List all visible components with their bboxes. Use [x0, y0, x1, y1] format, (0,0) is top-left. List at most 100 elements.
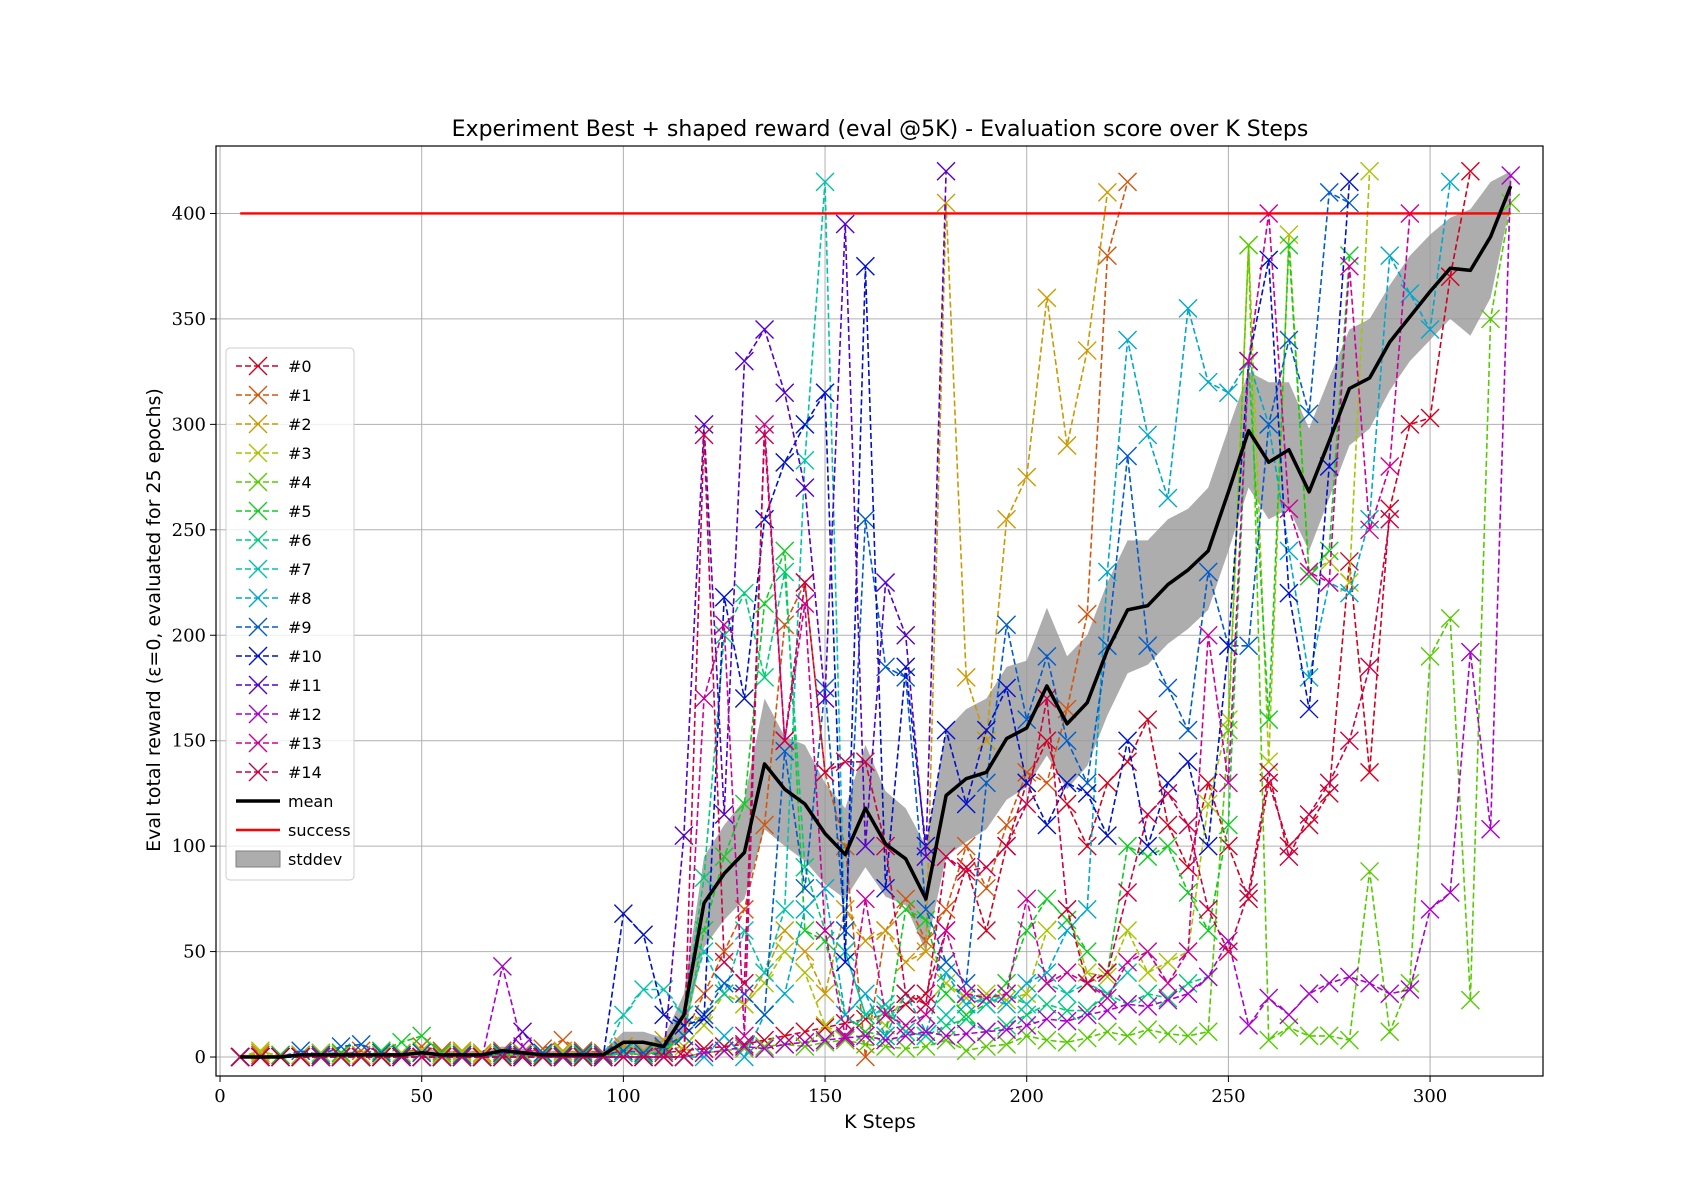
data-point: [815, 383, 835, 403]
data-point: [976, 857, 996, 877]
data-point: [1077, 604, 1097, 624]
data-point: [1420, 319, 1440, 339]
data-point: [1097, 967, 1117, 987]
data-point: [734, 1047, 754, 1067]
legend-label-mean: mean: [288, 792, 333, 811]
data-point: [775, 731, 795, 751]
data-point: [1198, 920, 1218, 940]
data-point: [815, 172, 835, 192]
data-point: [936, 973, 956, 993]
y-tick-label: 200: [172, 625, 206, 646]
data-point: [1077, 783, 1097, 803]
data-point: [1319, 573, 1339, 593]
data-point: [775, 1026, 795, 1046]
data-point: [956, 836, 976, 856]
data-point: [472, 1047, 492, 1067]
data-point: [876, 994, 896, 1014]
data-point: [1239, 636, 1259, 656]
data-point: [775, 1034, 795, 1054]
data-point: [775, 615, 795, 635]
data-point: [755, 414, 775, 434]
data-point: [1339, 172, 1359, 192]
data-point: [1440, 172, 1460, 192]
legend-label: #8: [288, 589, 312, 608]
data-point: [694, 1047, 714, 1067]
data-point: [1279, 541, 1299, 561]
data-point: [997, 984, 1017, 1004]
data-point: [1299, 805, 1319, 824]
data-point: [936, 1005, 956, 1025]
data-point: [1017, 1015, 1037, 1035]
legend-marker: [248, 414, 268, 434]
data-point: [795, 414, 815, 434]
data-point: [1138, 963, 1158, 983]
data-point: [1339, 583, 1359, 603]
data-point: [775, 741, 795, 761]
data-point: [1319, 1026, 1339, 1046]
data-point: [1097, 963, 1117, 983]
data-point: [1097, 826, 1117, 846]
data-point: [1158, 783, 1178, 803]
data-point: [734, 351, 754, 371]
data-point: [936, 1015, 956, 1035]
data-point: [714, 1026, 734, 1046]
data-point: [553, 1043, 573, 1063]
data-point: [1077, 942, 1097, 962]
data-point: [997, 836, 1017, 856]
data-point: [997, 990, 1017, 1010]
data-point: [815, 931, 835, 951]
data-point: [714, 942, 734, 962]
data-point: [1279, 225, 1299, 245]
data-point: [1057, 794, 1077, 814]
data-point: [1057, 435, 1077, 455]
data-point: [997, 1020, 1017, 1040]
data-point: [1158, 488, 1178, 508]
data-point: [634, 980, 654, 1000]
data-point: [956, 994, 976, 1014]
data-point: [855, 889, 875, 909]
data-point: [1259, 710, 1279, 730]
data-point: [634, 925, 654, 945]
data-point: [855, 1005, 875, 1025]
data-point: [533, 1047, 553, 1067]
data-point: [1138, 996, 1158, 1016]
data-point: [613, 1005, 633, 1025]
data-point: [1360, 861, 1380, 881]
data-point: [916, 931, 936, 951]
data-point: [976, 988, 996, 1008]
data-point: [1077, 1028, 1097, 1048]
data-point: [412, 1047, 432, 1067]
data-point: [1097, 988, 1117, 1008]
data-point: [956, 1005, 976, 1025]
data-point: [1380, 457, 1400, 477]
y-tick-label: 0: [195, 1047, 206, 1068]
data-point: [1037, 689, 1057, 709]
legend-marker: [248, 588, 268, 608]
legend-label: #4: [288, 473, 312, 492]
data-point: [1380, 509, 1400, 529]
data-point: [533, 1043, 553, 1063]
data-point: [1057, 984, 1077, 1004]
data-point: [734, 984, 754, 1004]
data-point: [956, 988, 976, 1008]
data-point: [956, 857, 976, 877]
data-point: [976, 994, 996, 1014]
data-point: [1400, 980, 1420, 1000]
data-point: [694, 984, 714, 1004]
data-point: [1198, 1022, 1218, 1042]
data-point: [1017, 794, 1037, 814]
data-point: [1400, 973, 1420, 993]
data-point: [1360, 520, 1380, 540]
legend-marker: [248, 704, 268, 724]
data-point: [1259, 250, 1279, 270]
y-tick-label: 50: [183, 942, 206, 963]
data-point: [1339, 967, 1359, 987]
data-point: [1118, 731, 1138, 751]
data-point: [997, 678, 1017, 698]
data-point: [1319, 182, 1339, 202]
data-point: [1037, 994, 1057, 1014]
data-point: [1339, 256, 1359, 276]
data-point: [1279, 583, 1299, 603]
data-point: [997, 615, 1017, 635]
data-point: [815, 1030, 835, 1050]
